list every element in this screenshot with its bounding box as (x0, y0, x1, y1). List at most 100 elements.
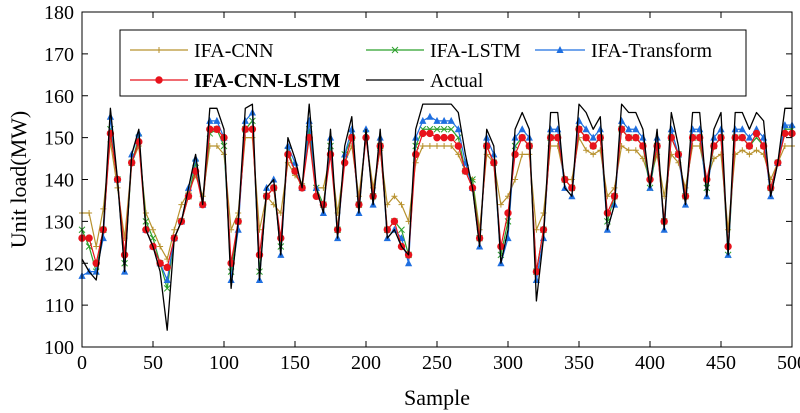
data-point-ifa-transform (348, 125, 356, 133)
data-point-ifa-cnn-lstm (483, 142, 491, 150)
legend-label-ifa-cnn: IFA-CNN (194, 40, 274, 62)
y-tick-label: 180 (44, 2, 74, 24)
data-point-ifa-transform (405, 259, 413, 267)
data-point-ifa-transform (618, 116, 626, 124)
data-point-ifa-cnn-lstm (738, 133, 746, 142)
data-point-ifa-cnn (739, 147, 746, 154)
data-point-ifa-cnn-lstm (752, 129, 761, 138)
data-point-ifa-cnn-lstm (135, 138, 143, 146)
data-point-ifa-cnn-lstm (745, 142, 754, 150)
legend-label-ifa-cnn-lstm: IFA-CNN-LSTM (194, 70, 340, 92)
data-point-ifa-transform (731, 125, 739, 133)
data-point-ifa-cnn-lstm (781, 129, 789, 138)
data-point-ifa-transform (625, 125, 633, 133)
data-point-ifa-cnn-lstm (341, 159, 349, 167)
legend-item-ifa-cnn-lstm: IFA-CNN-LSTM (130, 70, 340, 92)
axis-ticks: 0 50 100 150 200 250 300 350 400 450 500 100 110 120 1… (44, 2, 800, 374)
legend-item-ifa-lstm: IFA-LSTM (366, 40, 521, 62)
data-point-ifa-cnn (519, 151, 526, 158)
data-point-ifa-cnn-lstm (284, 150, 292, 159)
data-point-ifa-cnn (391, 193, 398, 200)
x-tick-label: 250 (422, 352, 452, 374)
data-point-ifa-transform (213, 116, 221, 124)
data-point-ifa-cnn (441, 143, 448, 149)
data-point-ifa-cnn (781, 143, 788, 149)
data-point-ifa-cnn-lstm (603, 209, 612, 217)
legend-label-actual: Actual (430, 70, 484, 92)
y-tick-label: 110 (45, 295, 74, 317)
data-point-ifa-transform (440, 116, 448, 124)
data-point-ifa-cnn-lstm (248, 125, 257, 133)
data-point-ifa-cnn (93, 243, 100, 250)
data-point-ifa-cnn-lstm (419, 129, 427, 138)
data-point-ifa-cnn-lstm (717, 133, 725, 142)
data-point-ifa-transform (518, 125, 526, 133)
legend-item-ifa-cnn: IFA-CNN (130, 40, 274, 62)
x-tick-label: 100 (209, 352, 239, 374)
y-tick-label: 120 (44, 253, 74, 275)
series-line-actual (81, 103, 792, 331)
data-point-ifa-transform (241, 116, 249, 124)
data-point-ifa-transform (419, 116, 427, 124)
data-point-ifa-cnn-lstm (426, 129, 434, 138)
data-point-ifa-cnn-lstm (518, 133, 526, 142)
legend-item-ifa-transform: IFA-Transform (535, 40, 713, 62)
data-point-ifa-cnn (746, 151, 753, 158)
data-point-ifa-lstm (440, 125, 448, 133)
legend-box (119, 29, 747, 97)
data-point-ifa-cnn-lstm (433, 133, 441, 142)
data-point-ifa-cnn (426, 143, 433, 149)
x-tick-label: 500 (777, 352, 800, 374)
data-point-ifa-cnn-lstm (412, 150, 420, 159)
data-point-ifa-transform (632, 125, 640, 133)
series-layer (78, 103, 796, 331)
data-point-ifa-transform (575, 116, 583, 124)
data-point-ifa-lstm (163, 285, 171, 292)
data-point-ifa-transform (596, 125, 604, 133)
data-point-ifa-transform (582, 125, 590, 133)
data-point-ifa-cnn (86, 210, 93, 216)
data-point-ifa-transform (717, 125, 725, 133)
data-point-ifa-cnn-lstm (241, 125, 250, 133)
data-point-ifa-cnn-lstm (440, 133, 448, 142)
legend: IFA-CNN IFA-LSTM IFA-Transform IFA-CNN-LSTM… (119, 29, 747, 97)
data-point-ifa-cnn-lstm (625, 133, 633, 142)
legend-label-ifa-transform: IFA-Transform (591, 40, 713, 62)
data-point-ifa-cnn-lstm (163, 263, 171, 272)
data-point-ifa-cnn-lstm (532, 267, 541, 276)
data-point-ifa-transform (426, 112, 434, 120)
y-tick-label: 160 (44, 86, 74, 108)
data-point-ifa-cnn (753, 147, 760, 154)
data-point-ifa-cnn (583, 147, 590, 154)
x-tick-label: 150 (280, 352, 310, 374)
data-point-ifa-transform (206, 116, 214, 124)
data-point-ifa-transform (710, 133, 718, 141)
data-point-ifa-cnn-lstm (632, 133, 640, 142)
y-tick-label: 140 (44, 170, 74, 192)
legend-marker-ifa-cnn-lstm (155, 76, 163, 84)
data-point-ifa-cnn-lstm (497, 242, 505, 251)
data-point-ifa-cnn (632, 147, 639, 154)
data-point-ifa-transform (447, 116, 455, 124)
y-tick-label: 130 (44, 211, 74, 233)
x-tick-label: 450 (706, 352, 736, 374)
legend-marker-ifa-transform (556, 46, 564, 53)
data-point-ifa-transform (454, 125, 462, 133)
data-point-ifa-transform (92, 267, 100, 275)
data-point-ifa-transform (433, 116, 441, 124)
data-point-ifa-cnn-lstm (589, 142, 597, 150)
y-tick-label: 100 (44, 337, 74, 359)
legend-item-actual: Actual (366, 70, 484, 92)
x-tick-label: 50 (143, 352, 163, 374)
data-point-ifa-transform (589, 133, 597, 141)
data-point-ifa-cnn-lstm (390, 217, 399, 226)
legend-marker-ifa-cnn (156, 47, 162, 53)
data-point-ifa-cnn (625, 147, 632, 154)
data-point-ifa-cnn (497, 201, 504, 208)
legend-marker-ifa-lstm (391, 46, 399, 54)
data-point-ifa-lstm (433, 125, 441, 133)
x-tick-label: 200 (351, 352, 381, 374)
data-point-ifa-cnn-lstm (504, 209, 512, 217)
y-tick-label: 150 (44, 128, 74, 150)
